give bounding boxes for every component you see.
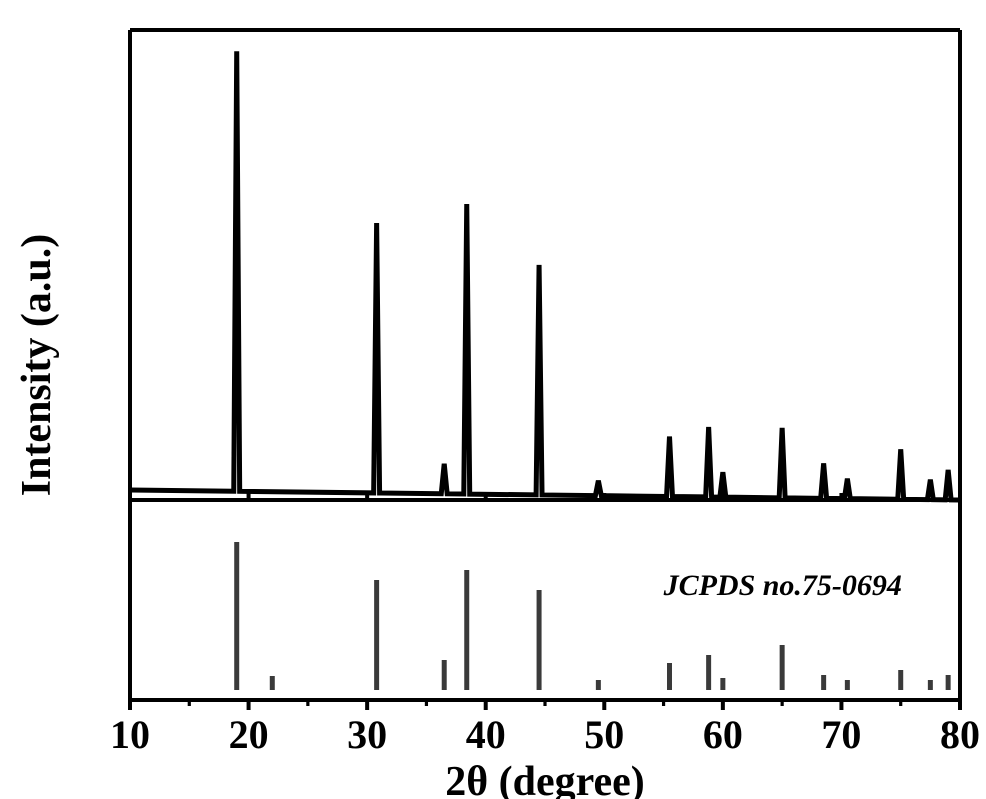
x-axis-label: 2θ (degree) [445,759,645,799]
x-tick-label: 40 [466,712,506,757]
x-tick-label: 30 [347,712,387,757]
x-tick-label: 50 [584,712,624,757]
xrd-chart: 10 20 30 40 50 60 70 80 2θ (degree) Intensity (a.… [0,0,986,799]
x-tick-label: 60 [703,712,743,757]
x-tick-label: 20 [229,712,269,757]
xrd-trace [130,51,960,500]
reference-label: JCPDS no.75-0694 [663,569,902,602]
x-tick-label: 10 [110,712,150,757]
x-tick-label: 80 [940,712,980,757]
y-axis-label: Intensity (a.u.) [14,234,60,497]
chart-svg: 10 20 30 40 50 60 70 80 2θ (degree) Intensity (a.… [0,0,986,799]
x-tick-label: 70 [821,712,861,757]
